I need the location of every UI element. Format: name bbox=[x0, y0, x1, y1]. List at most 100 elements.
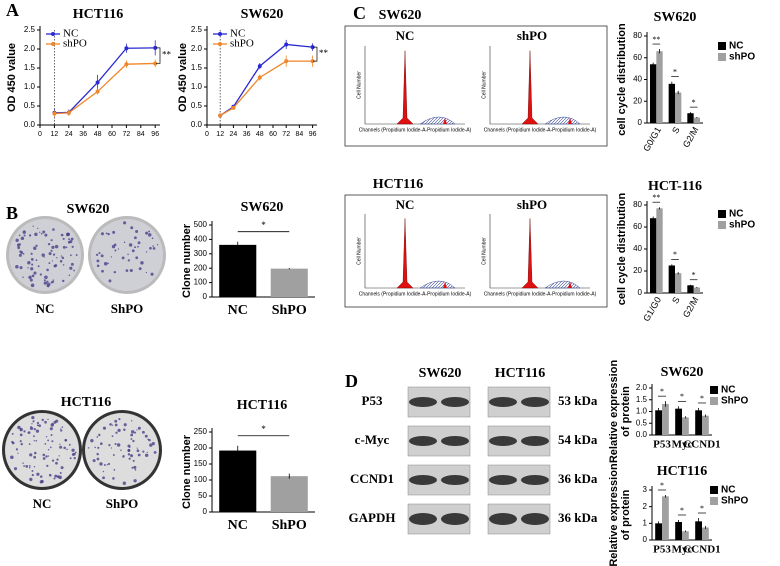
colony bbox=[36, 472, 40, 476]
colony bbox=[39, 273, 42, 276]
colony bbox=[47, 418, 49, 421]
x-tick-label: 12 bbox=[216, 131, 224, 138]
blot-row: GAPDH bbox=[349, 510, 396, 525]
significance: * bbox=[673, 250, 677, 259]
colony bbox=[145, 271, 148, 274]
colony bbox=[30, 258, 34, 261]
colony bbox=[54, 244, 59, 249]
colony bbox=[127, 453, 131, 456]
hist-g2 bbox=[568, 118, 572, 124]
colony bbox=[35, 429, 40, 433]
colony bbox=[116, 443, 121, 447]
y-tick-label: 3 bbox=[643, 485, 648, 494]
colony bbox=[13, 467, 18, 471]
colony bbox=[19, 429, 22, 432]
colony bbox=[33, 466, 36, 468]
colony bbox=[151, 441, 155, 446]
annotation: * bbox=[261, 424, 266, 434]
colony bbox=[33, 271, 37, 275]
colony bbox=[22, 230, 26, 234]
chart-title: HCT-116 bbox=[648, 179, 702, 194]
colony bbox=[35, 439, 38, 442]
y-tick-label: 2.5 bbox=[24, 25, 36, 34]
colony bbox=[113, 468, 116, 471]
chart-title: HCT116 bbox=[237, 398, 288, 413]
colony bbox=[42, 230, 46, 234]
y-tick-label: 0.0 bbox=[191, 120, 203, 129]
line bbox=[219, 43, 313, 117]
x-tick-label: 24 bbox=[65, 131, 73, 138]
colony bbox=[131, 420, 133, 422]
y-tick-label: 0.0 bbox=[636, 430, 648, 439]
colony bbox=[38, 424, 42, 428]
colony bbox=[47, 439, 50, 442]
marker bbox=[284, 42, 289, 47]
colony bbox=[52, 280, 55, 283]
flow-label: NC bbox=[396, 28, 415, 43]
y-tick-label: 0 bbox=[203, 292, 208, 301]
colony bbox=[62, 264, 65, 266]
colony bbox=[55, 419, 59, 423]
colony bbox=[70, 254, 72, 257]
x-tick-label: 72 bbox=[282, 131, 290, 138]
colony-title: HCT116 bbox=[61, 395, 112, 410]
colony bbox=[31, 415, 35, 420]
x-tick-label: CCND1 bbox=[683, 439, 720, 451]
colony bbox=[19, 440, 22, 443]
y-axis-label: OD 450 value bbox=[177, 43, 189, 112]
x-tick-label: 84 bbox=[296, 131, 304, 138]
x-tick-label: 0 bbox=[205, 131, 209, 138]
line bbox=[54, 62, 156, 115]
colony bbox=[29, 278, 33, 282]
x-tick-label: P53 bbox=[653, 439, 671, 451]
colony bbox=[17, 425, 21, 430]
significance: * bbox=[700, 394, 704, 403]
panel-label: D bbox=[345, 371, 358, 391]
x-tick-label: S bbox=[670, 125, 682, 135]
colony bbox=[28, 443, 31, 445]
colony bbox=[33, 451, 37, 455]
colony bbox=[145, 251, 148, 253]
colony bbox=[45, 436, 48, 438]
bar bbox=[693, 287, 701, 293]
x-tick-label: 96 bbox=[151, 131, 159, 138]
colony bbox=[59, 259, 63, 263]
x-tick-label: 60 bbox=[108, 131, 116, 138]
y-axis-label: cell cycle distribution bbox=[616, 23, 628, 136]
colony bbox=[134, 469, 137, 471]
plate-inner bbox=[9, 219, 81, 291]
legend-label: shPO bbox=[729, 220, 755, 231]
y-tick-label: 0 bbox=[638, 118, 643, 127]
colony bbox=[60, 466, 64, 470]
band bbox=[521, 397, 549, 407]
colony bbox=[15, 448, 19, 451]
y-tick-label: 50 bbox=[198, 491, 207, 500]
colony bbox=[135, 230, 139, 234]
colony bbox=[103, 464, 106, 466]
colony bbox=[115, 431, 118, 434]
hist-y-label: Cell Number bbox=[356, 237, 362, 265]
colony bbox=[137, 453, 141, 457]
colony bbox=[55, 461, 58, 465]
marker bbox=[231, 105, 236, 110]
colony bbox=[105, 232, 108, 235]
legend-label: NC bbox=[729, 41, 743, 52]
hist-axes bbox=[489, 214, 590, 289]
y-axis-label: Relative expression bbox=[608, 360, 620, 464]
blot-size: 53 kDa bbox=[558, 393, 598, 408]
colony bbox=[41, 418, 44, 422]
colony bbox=[64, 438, 68, 442]
colony bbox=[109, 423, 112, 426]
hist-axes bbox=[364, 214, 465, 289]
x-tick-label: P53 bbox=[653, 544, 671, 556]
colony bbox=[33, 246, 37, 250]
y-tick-label: 1.0 bbox=[636, 407, 648, 416]
colony bbox=[46, 280, 49, 283]
significance: ** bbox=[652, 35, 660, 44]
colony bbox=[66, 448, 68, 451]
colony bbox=[32, 225, 34, 227]
colony bbox=[121, 256, 125, 260]
colony bbox=[48, 473, 52, 477]
y-axis-label: of protein bbox=[620, 386, 632, 437]
x-tick-label: G2/M bbox=[681, 125, 701, 149]
